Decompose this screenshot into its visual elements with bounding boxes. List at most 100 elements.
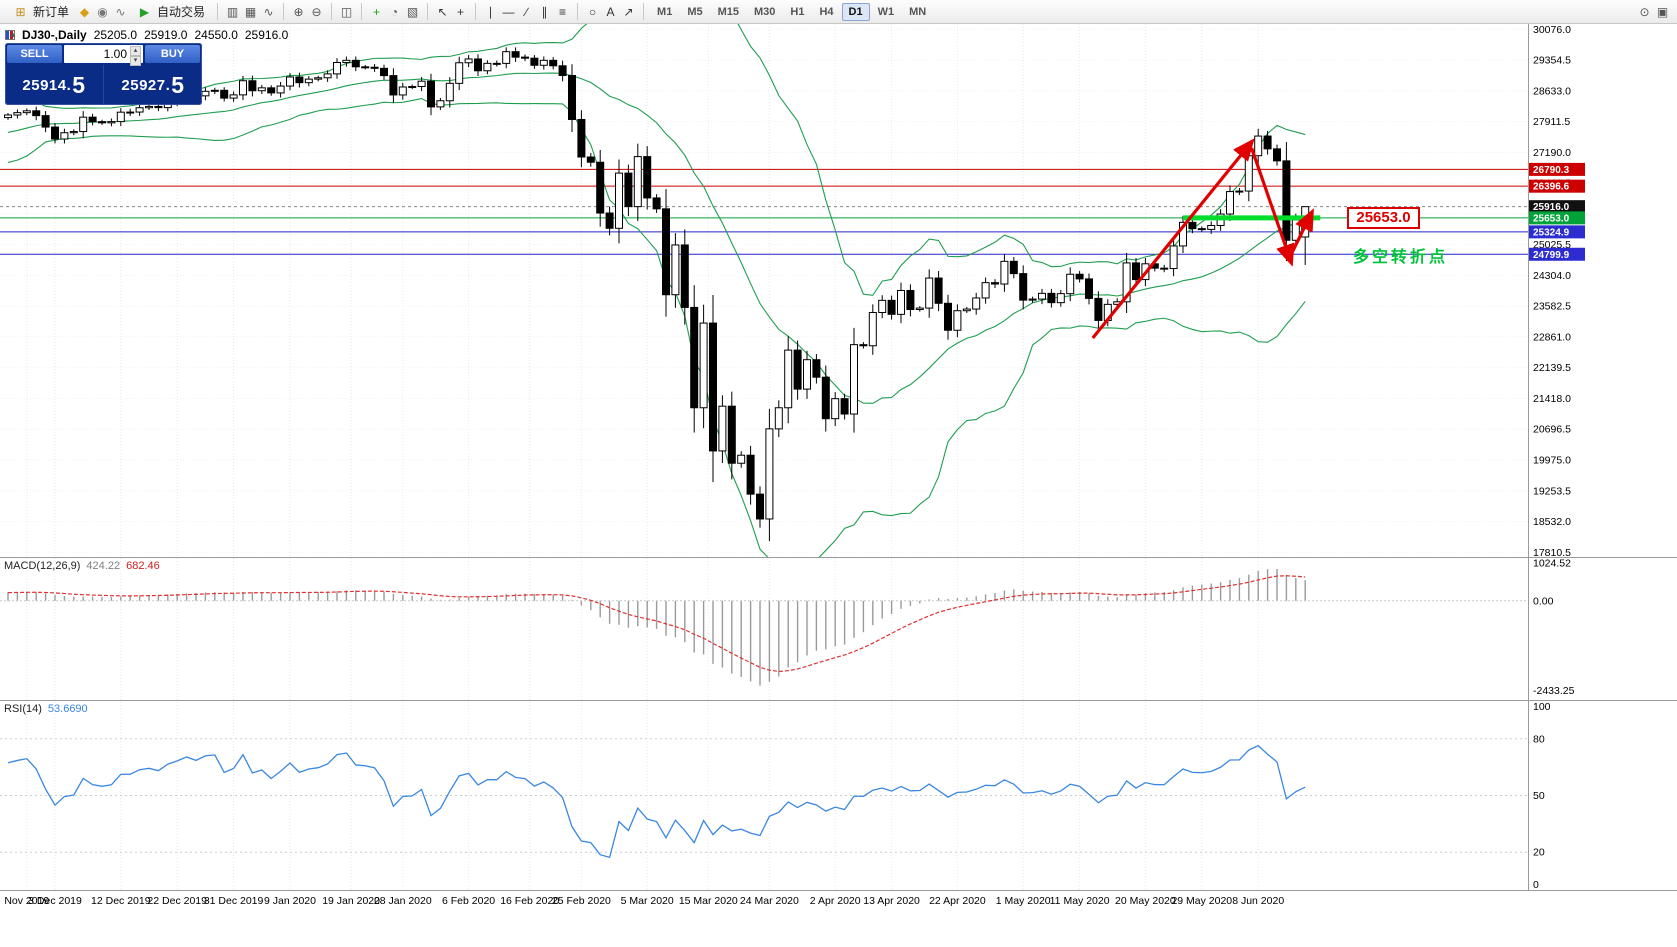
- lot-increase-button[interactable]: ▴: [130, 46, 141, 56]
- buy-price[interactable]: 25927. 5: [103, 65, 202, 105]
- svg-text:6 Feb 2020: 6 Feb 2020: [442, 895, 495, 907]
- svg-text:17810.5: 17810.5: [1533, 547, 1571, 559]
- new-order-icon: ⊞: [15, 4, 26, 19]
- svg-text:25653.0: 25653.0: [1533, 213, 1570, 224]
- timeframe-mn[interactable]: MN: [909, 5, 927, 18]
- text-icon[interactable]: A: [606, 4, 615, 19]
- turning-point-note[interactable]: 多空转折点: [1353, 249, 1449, 266]
- lot-decrease-button[interactable]: ▾: [130, 56, 141, 66]
- toolbar-separator: [217, 3, 219, 20]
- toolbar-separator: [361, 3, 363, 20]
- svg-text:23582.5: 23582.5: [1533, 301, 1571, 313]
- toolbar-separator: [643, 3, 645, 20]
- lot-value: 1.00: [103, 47, 127, 61]
- svg-text:24 Mar 2020: 24 Mar 2020: [740, 895, 799, 907]
- signals-icon[interactable]: ∿: [115, 4, 126, 19]
- sell-button[interactable]: SELL: [7, 45, 62, 63]
- one-click-trading-panel: SELL 1.00 ▴ ▾ BUY 25914. 5 25927. 5: [5, 43, 202, 105]
- arrow-object-icon[interactable]: ↗: [623, 4, 634, 19]
- search-icon[interactable]: ⊙: [1639, 4, 1650, 19]
- svg-text:29 May 2020: 29 May 2020: [1171, 895, 1232, 907]
- trendline-icon[interactable]: ∕: [525, 4, 528, 19]
- lot-size-field[interactable]: 1.00 ▴ ▾: [64, 45, 143, 66]
- svg-text:8 Jun 2020: 8 Jun 2020: [1232, 895, 1284, 907]
- svg-text:100: 100: [1533, 701, 1551, 713]
- timeframe-m5[interactable]: M5: [687, 5, 703, 18]
- toolbar-separator: [475, 3, 477, 20]
- rsi-indicator-label: RSI(14) 53.6690: [4, 703, 88, 715]
- svg-text:22 Dec 2019: 22 Dec 2019: [147, 895, 207, 907]
- timeframe-m30[interactable]: M30: [754, 5, 776, 18]
- one-click-prices: 25914. 5 25927. 5: [5, 65, 202, 105]
- auto-trading-button-label: 自动交易: [157, 5, 206, 19]
- svg-text:26790.3: 26790.3: [1533, 165, 1570, 176]
- crosshair-icon[interactable]: +: [457, 4, 465, 19]
- expert-advisors-icon[interactable]: ◆: [79, 4, 90, 19]
- periods-icon[interactable]: ◔: [390, 4, 399, 19]
- rsi-line: [7, 744, 1306, 859]
- svg-text:24799.9: 24799.9: [1533, 250, 1570, 261]
- trend-arrow-3[interactable]: [1286, 208, 1314, 261]
- cursor-icon[interactable]: ↖: [437, 4, 448, 19]
- horizontal-line-icon[interactable]: ―: [502, 4, 515, 19]
- svg-text:19253.5: 19253.5: [1533, 485, 1571, 497]
- svg-text:28 Jan 2020: 28 Jan 2020: [374, 895, 432, 907]
- zoom-in-icon[interactable]: ⊕: [293, 4, 304, 19]
- ohlc-close: 25916.0: [244, 28, 289, 42]
- timeframe-m15[interactable]: M15: [717, 5, 739, 18]
- profile-icon[interactable]: ◉: [97, 4, 108, 19]
- svg-text:50: 50: [1533, 790, 1545, 802]
- svg-text:19 Jan 2020: 19 Jan 2020: [322, 895, 380, 907]
- one-click-collapse-toggle[interactable]: ▲: [9, 30, 17, 39]
- timeframe-h4[interactable]: H4: [819, 5, 834, 18]
- line-chart-icon[interactable]: ∿: [263, 4, 274, 19]
- toolbar-separator: [283, 3, 285, 20]
- sell-price[interactable]: 25914. 5: [22, 71, 86, 98]
- svg-text:22861.0: 22861.0: [1533, 331, 1571, 343]
- indicators-icon[interactable]: +: [373, 4, 381, 19]
- timeframe-h1[interactable]: H1: [790, 5, 805, 18]
- svg-text:20: 20: [1533, 847, 1545, 859]
- price-axis[interactable]: 30076.029354.528633.027911.527190.026468…: [1529, 24, 1585, 891]
- svg-text:0: 0: [1533, 879, 1539, 891]
- svg-text:15 Mar 2020: 15 Mar 2020: [679, 895, 738, 907]
- new-order-button-label: 新订单: [33, 5, 70, 19]
- timeframe-d1[interactable]: D1: [841, 2, 870, 21]
- svg-text:1 May 2020: 1 May 2020: [996, 895, 1051, 907]
- tile-windows-icon[interactable]: ◫: [340, 4, 353, 19]
- bar-chart-icon[interactable]: ▥: [226, 4, 239, 19]
- fibonacci-icon[interactable]: ≡: [559, 4, 567, 19]
- candlestick-chart-icon[interactable]: ▦: [244, 4, 257, 19]
- symbol-info: DJ30-,Daily 25205.0 25919.0 24550.0 2591…: [5, 28, 288, 42]
- auto-trading-button[interactable]: ▶ 自动交易: [130, 2, 211, 22]
- shapes-icon[interactable]: ○: [588, 4, 597, 19]
- svg-text:5 Mar 2020: 5 Mar 2020: [621, 895, 674, 907]
- svg-text:28633.0: 28633.0: [1533, 85, 1571, 97]
- toolbar-separator: [427, 3, 429, 20]
- timeframe-w1[interactable]: W1: [877, 5, 895, 18]
- toolbar-separator: [577, 3, 579, 20]
- svg-text:29354.5: 29354.5: [1533, 55, 1571, 67]
- svg-text:25 Feb 2020: 25 Feb 2020: [552, 895, 611, 907]
- trend-arrow-2[interactable]: [1250, 147, 1295, 267]
- chart-canvas[interactable]: 30076.029354.528633.027911.527190.026468…: [0, 24, 1677, 947]
- channel-icon[interactable]: ∥: [541, 4, 548, 19]
- svg-text:25324.9: 25324.9: [1533, 227, 1570, 238]
- svg-text:25916.0: 25916.0: [1533, 202, 1570, 213]
- svg-text:1024.52: 1024.52: [1533, 558, 1571, 570]
- macd-signal-line: [7, 575, 1306, 673]
- trend-arrow-1[interactable]: [1091, 138, 1255, 340]
- templates-icon[interactable]: ▧: [406, 4, 419, 19]
- price-annotation-label[interactable]: 25653.0: [1347, 207, 1420, 229]
- timeframe-m1[interactable]: M1: [657, 5, 673, 18]
- new-order-button[interactable]: ⊞ 新订单: [6, 2, 75, 22]
- play-icon: ▶: [139, 4, 150, 19]
- ohlc-low: 24550.0: [194, 28, 238, 42]
- buy-button[interactable]: BUY: [145, 45, 200, 63]
- window-layout-icon[interactable]: ▣: [1656, 4, 1669, 19]
- zoom-out-icon[interactable]: ⊖: [311, 4, 322, 19]
- vertical-line-icon[interactable]: ∣: [487, 4, 494, 19]
- svg-text:12 Dec 2019: 12 Dec 2019: [91, 895, 151, 907]
- svg-text:22139.5: 22139.5: [1533, 362, 1571, 374]
